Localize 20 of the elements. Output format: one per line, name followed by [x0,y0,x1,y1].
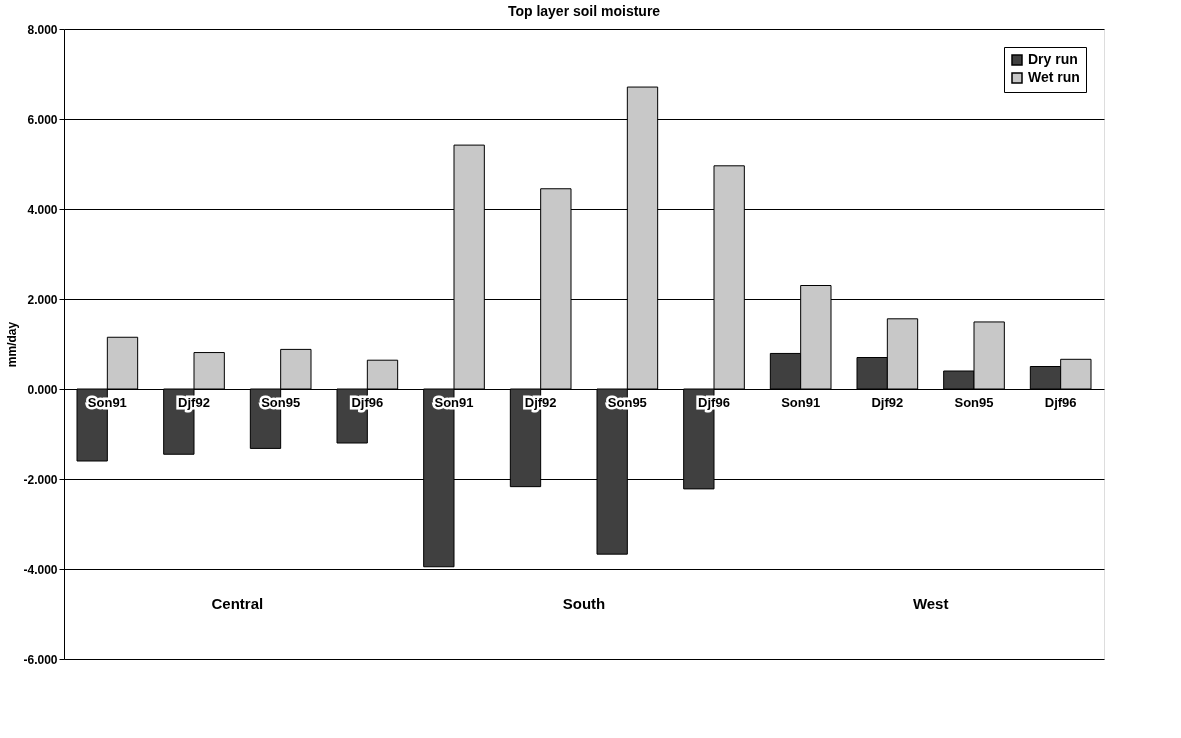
y-tick-label: 4.000 [27,202,58,217]
y-axis-title: mm/day [5,321,20,368]
x-tick-label: Son91 [781,395,821,410]
annotation: South [562,595,606,612]
chart-title: Top layer soil moisture [507,3,661,19]
y-tick-label: -4.000 [23,562,58,577]
annotation: Central [211,595,264,612]
x-tick-label: Djf96 [1044,395,1077,410]
x-tick-label: Son95 [954,395,994,410]
y-tick-label: -2.000 [23,472,58,487]
x-tick-label: Djf92 [871,395,904,410]
annotation: West [912,595,949,612]
y-tick-label: 2.000 [27,292,58,307]
legend-label: Dry run [1028,51,1078,67]
y-tick-label: 0.000 [27,382,58,397]
y-tick-label: 8.000 [27,22,58,37]
x-tick-label: Son91 [434,395,474,410]
y-tick-label: 6.000 [27,112,58,127]
y-tick-label: -6.000 [23,652,58,667]
legend-label: Wet run [1028,69,1080,85]
